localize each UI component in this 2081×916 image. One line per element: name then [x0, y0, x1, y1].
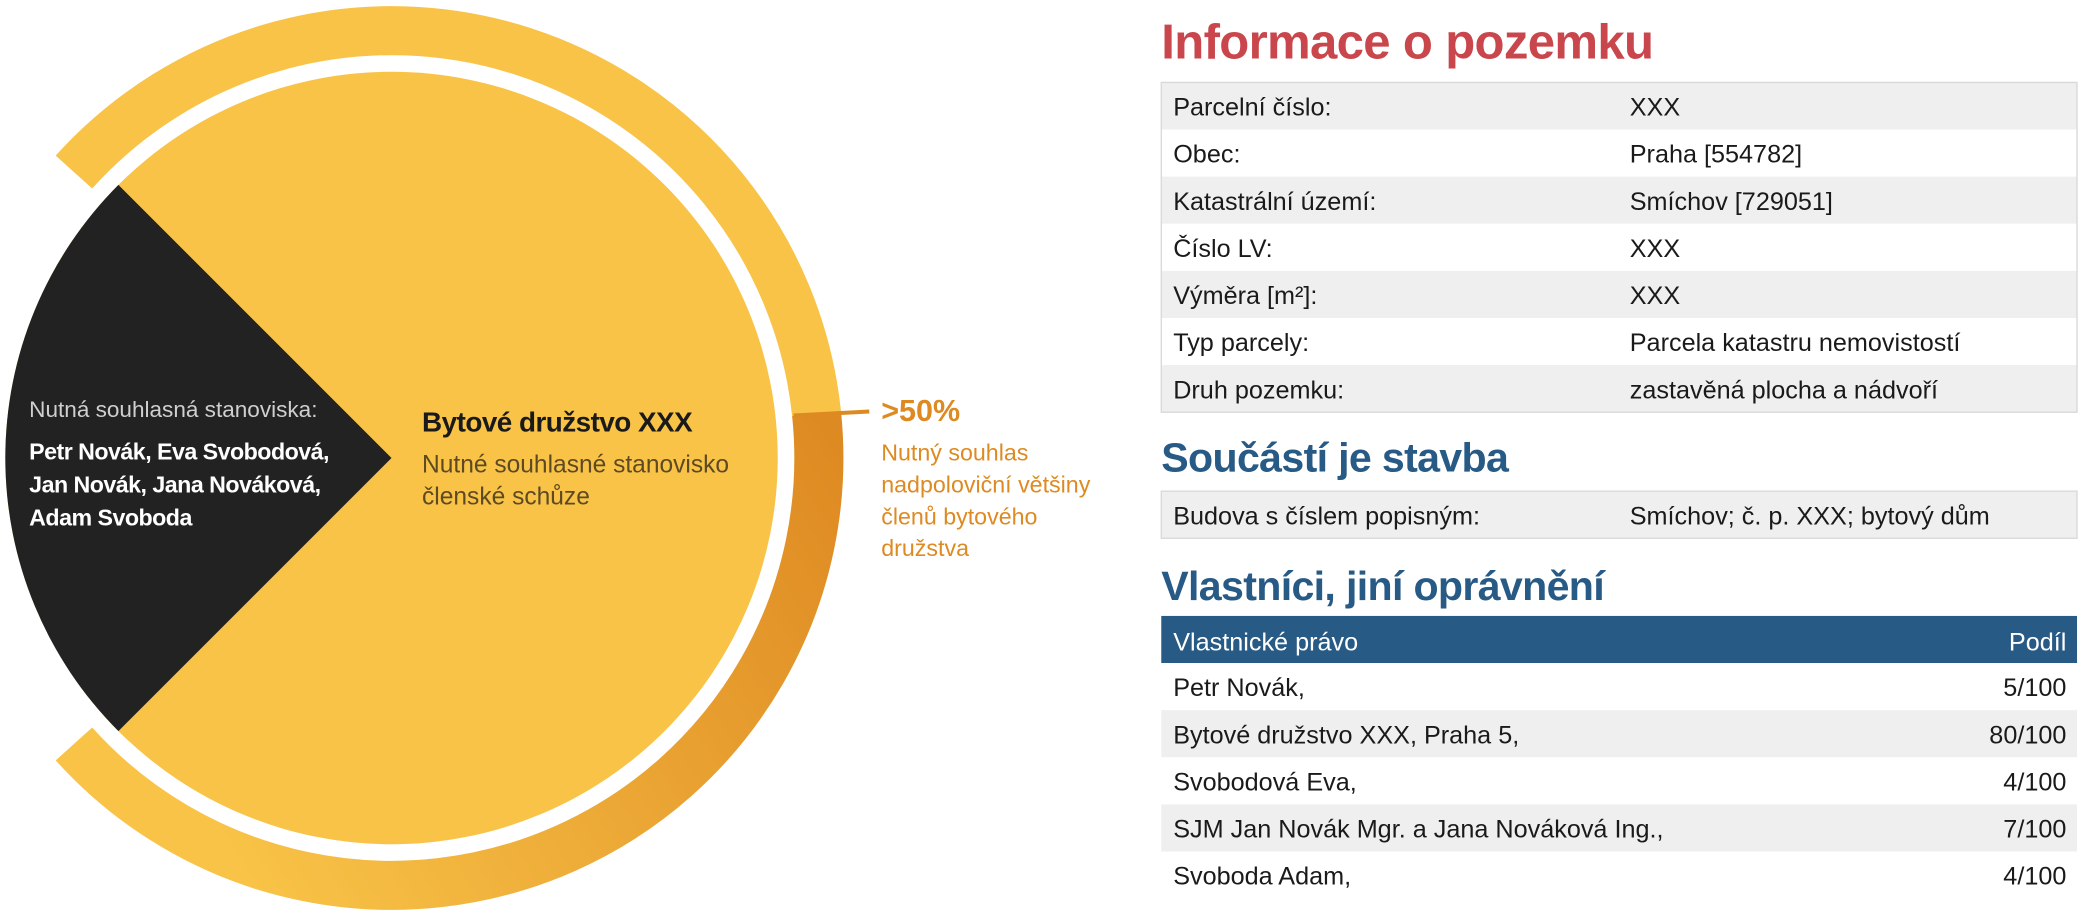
- owner-name: Bytové družstvo XXX, Praha 5,: [1173, 721, 1519, 749]
- wedge: [5, 184, 392, 732]
- table-border: [1160, 490, 2078, 539]
- owner-share: 5/100: [2003, 674, 2066, 702]
- owner-share: 4/100: [2003, 863, 2066, 891]
- row-label: Parcelní číslo:: [1173, 94, 1331, 122]
- row-label: Číslo LV:: [1173, 234, 1272, 263]
- row-label: Výměra [m²]:: [1173, 282, 1317, 310]
- pointer-line: [793, 409, 870, 418]
- owner-share: 80/100: [1989, 721, 2066, 749]
- row-value: XXX: [1630, 235, 1681, 263]
- table-row: [1161, 176, 2078, 224]
- row-label: Katastrální území:: [1173, 188, 1376, 216]
- threshold: >50%: [881, 394, 960, 428]
- threshold-note-line: nadpoloviční většiny: [881, 472, 1090, 498]
- row-value: Praha [554782]: [1630, 141, 1802, 169]
- table-row: [1161, 365, 2078, 413]
- center-title: Bytové družstvo XXX: [422, 406, 693, 437]
- row-label: Budova s číslem popisným:: [1173, 502, 1480, 530]
- row-value: Smíchov; č. p. XXX; bytový dům: [1630, 502, 1990, 530]
- section-title: Informace o pozemku: [1161, 16, 1653, 70]
- group-label: Nutná souhlasná stanoviska:: [29, 397, 317, 422]
- owner-name: Svoboda Adam,: [1173, 863, 1351, 891]
- threshold-note-line: družstva: [881, 535, 969, 561]
- section-title: Vlastníci, jiní oprávnění: [1161, 563, 1606, 609]
- table-row: [1161, 82, 2078, 130]
- table-row: [1161, 317, 2078, 366]
- owner-share: 4/100: [2003, 768, 2066, 796]
- table-row: [1161, 129, 2078, 177]
- row-label: Obec:: [1173, 141, 1240, 169]
- table-row: [1161, 223, 2078, 271]
- owner-name: SJM Jan Novák Mgr. a Jana Nováková Ing.,: [1173, 816, 1663, 844]
- row-value: Parcela katastru nemovistostí: [1630, 329, 1961, 357]
- table-row: [1161, 270, 2078, 318]
- outer-ring-bottom: [55, 410, 844, 910]
- threshold-note-line: Nutný souhlas: [881, 440, 1028, 466]
- group-member-line: Jan Novák, Jana Nováková,: [29, 472, 320, 498]
- outer-ring-top: [55, 6, 841, 416]
- table-header: [1161, 615, 2078, 664]
- row-label: Typ parcely:: [1173, 329, 1309, 357]
- center-text-line: členské schůze: [422, 483, 590, 510]
- header-cell: Podíl: [2009, 628, 2066, 656]
- owner-share: 7/100: [2003, 816, 2066, 844]
- group-member-line: Adam Svoboda: [29, 505, 193, 531]
- row-value: XXX: [1630, 94, 1681, 122]
- table-row: [1161, 757, 2078, 805]
- owner-name: Svobodová Eva,: [1173, 768, 1357, 796]
- table-row: [1161, 804, 2078, 852]
- diagram: Nutná souhlasná stanoviska: Petr Novák, E…: [5, 6, 1091, 910]
- row-value: XXX: [1630, 282, 1681, 310]
- header-cell: Vlastnické právo: [1173, 628, 1358, 656]
- center-text-line: Nutné souhlasné stanovisko: [422, 452, 729, 479]
- row-value: Smíchov [729051]: [1630, 188, 1833, 216]
- row-value: zastavěná plocha a nádvoří: [1630, 376, 1938, 404]
- group-member-line: Petr Novák, Eva Svobodová,: [29, 438, 329, 464]
- table-row: [1161, 851, 2078, 899]
- row-label: Druh pozemku:: [1173, 376, 1344, 404]
- table-row: [1161, 663, 2078, 711]
- table-border: [1160, 81, 2078, 413]
- table-row: [1161, 491, 2078, 539]
- threshold-note-line: členů bytového: [881, 503, 1037, 529]
- owner-name: Petr Novák,: [1173, 674, 1305, 702]
- table-row: [1161, 710, 2078, 758]
- tables: Informace o pozemku Parcelní číslo: XXX Obe…: [1160, 16, 2078, 899]
- section-title: Součástí je stavba: [1161, 434, 1510, 480]
